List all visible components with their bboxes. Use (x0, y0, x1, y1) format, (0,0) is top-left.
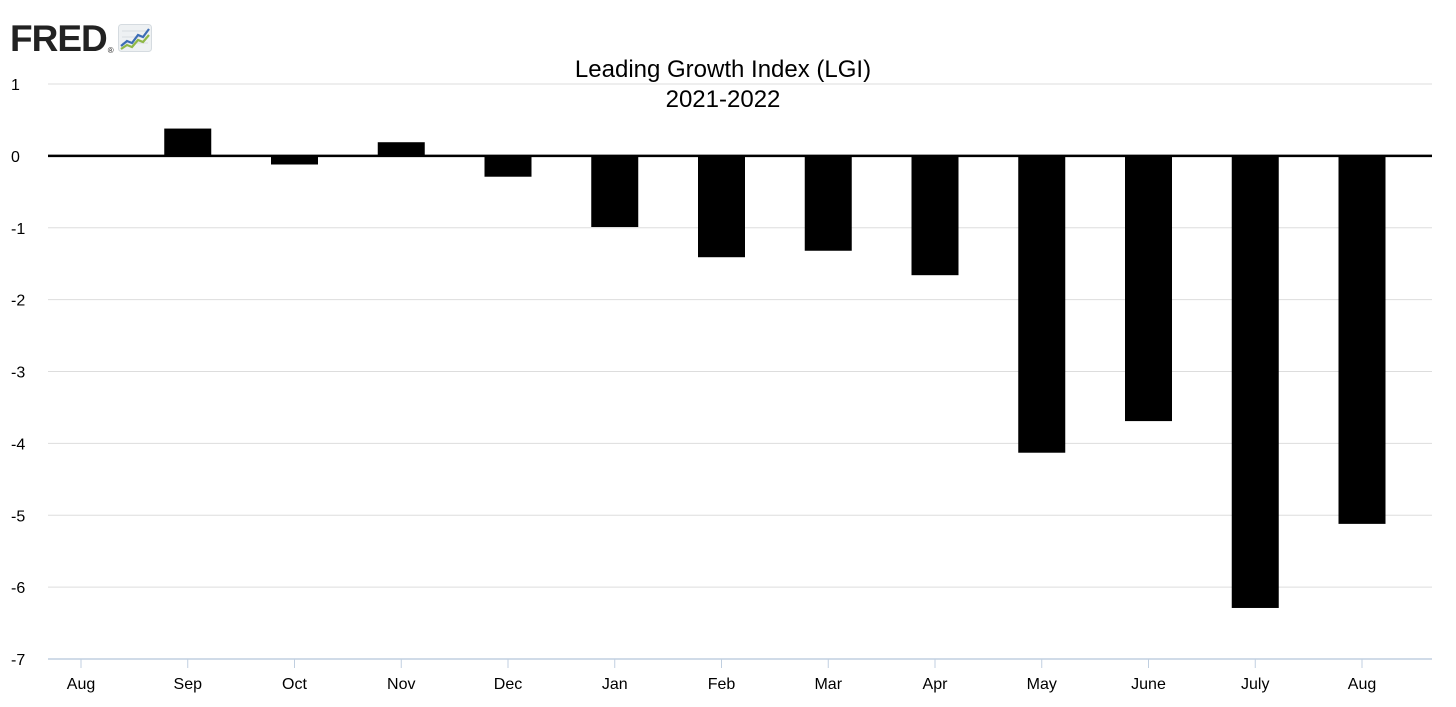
bar (377, 142, 425, 156)
y-axis-labels: 1 0 -1 -2 -3 -4 -5 -6 -7 (11, 77, 25, 669)
bar (164, 128, 212, 156)
y-tick-label: -5 (11, 508, 25, 525)
bar (271, 155, 318, 165)
y-tick-label: -6 (11, 580, 25, 597)
fred-logo-text: FRED (10, 18, 108, 59)
bar (591, 155, 639, 228)
x-tick-label: Aug (67, 676, 95, 693)
x-tick-label: Aug (1348, 676, 1376, 693)
fred-logo: FRED ® (10, 20, 152, 57)
bar (1231, 155, 1279, 608)
registered-mark: ® (107, 46, 114, 55)
x-tick-label: Feb (708, 676, 736, 693)
bar (1018, 155, 1066, 453)
x-tick-label: July (1241, 676, 1269, 693)
axes (48, 154, 1432, 668)
bar (804, 155, 852, 251)
x-tick-label: Nov (387, 676, 415, 693)
bar (484, 155, 532, 177)
bar (698, 155, 745, 258)
chart-subtitle: 2021-2022 (666, 86, 781, 113)
bar (911, 155, 959, 276)
x-tick-label: Mar (814, 676, 842, 693)
y-tick-label: 1 (11, 77, 20, 94)
x-tick-label: Dec (494, 676, 522, 693)
x-tick-label: June (1131, 676, 1166, 693)
x-tick-label: Apr (923, 676, 949, 693)
y-tick-label: -4 (11, 436, 25, 453)
x-tick-label: Sep (174, 676, 203, 693)
x-tick-label: Oct (282, 676, 307, 693)
y-tick-label: 0 (11, 149, 20, 166)
y-tick-label: -7 (11, 652, 25, 669)
bar (1338, 155, 1386, 524)
y-tick-label: -1 (11, 221, 25, 238)
bars (164, 128, 1386, 608)
x-tick-label: May (1027, 676, 1057, 693)
trend-line-chart-icon (117, 24, 152, 57)
x-tick-label: Jan (602, 676, 628, 693)
y-tick-label: -2 (11, 293, 25, 310)
x-axis-labels: Aug Sep Oct Nov Dec Jan Feb Mar Apr May June July Au… (67, 676, 1376, 693)
chart-title: Leading Growth Index (LGI) (575, 56, 871, 83)
y-tick-label: -3 (11, 365, 25, 382)
bar (1125, 155, 1172, 422)
